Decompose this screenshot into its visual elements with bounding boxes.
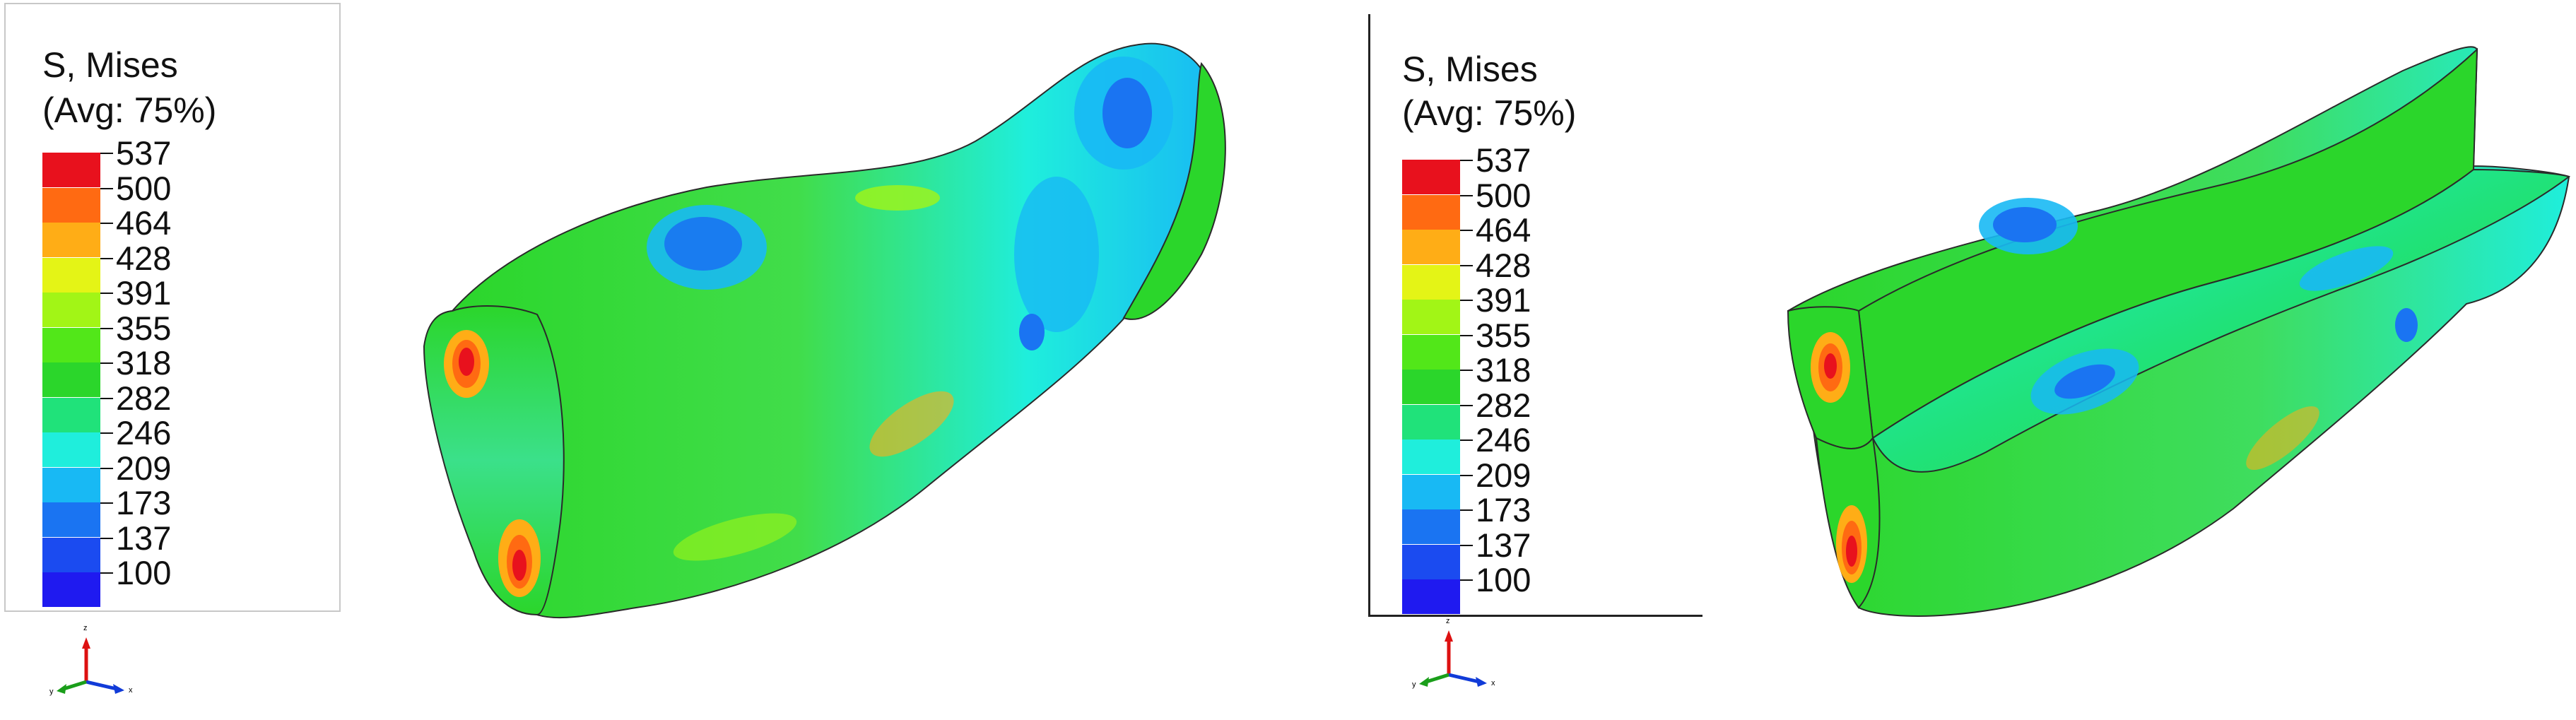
legend-tick <box>100 257 113 259</box>
legend-tick <box>100 537 113 539</box>
legend-tick-label: 391 <box>1476 281 1531 319</box>
legend-tick-label: 428 <box>116 239 172 277</box>
legend-swatch <box>42 327 100 362</box>
legend-tick <box>100 362 113 364</box>
axis-triad: z x y <box>49 624 133 696</box>
left-model-view: z x y <box>49 42 1226 696</box>
legend-swatch <box>42 572 100 607</box>
legend-swatch <box>1402 579 1460 614</box>
legend-swatch <box>42 502 100 537</box>
legend-swatch <box>1402 544 1460 579</box>
left-panel: S, Mises (Avg: 75%) 537 500 464 428 391 355 31… <box>4 3 1226 696</box>
legend-swatch <box>1402 404 1460 439</box>
legend-tick <box>100 502 113 504</box>
legend-tick <box>1460 474 1473 476</box>
legend-tick <box>1460 300 1473 301</box>
legend-tick <box>1460 194 1473 196</box>
front-face <box>423 305 565 616</box>
legend-swatch <box>42 293 100 327</box>
legend-tick <box>1460 579 1473 581</box>
legend-tick-label: 318 <box>1476 351 1531 389</box>
legend-tick <box>1460 160 1473 161</box>
legend-tick <box>100 187 113 189</box>
legend-tick-label: 318 <box>116 344 172 382</box>
right-model-view: z x y <box>1412 46 2571 689</box>
legend-tick <box>1460 264 1473 266</box>
triad-z-label: z <box>1446 617 1450 625</box>
legend-swatch <box>1402 300 1460 334</box>
legend-swatch <box>1402 160 1460 194</box>
legend-swatch <box>42 397 100 432</box>
legend-tick-label: 100 <box>1476 561 1531 598</box>
legend-swatch <box>42 223 100 257</box>
legend-tick-label: 246 <box>116 414 172 452</box>
legend-tick-label: 246 <box>1476 421 1531 459</box>
legend-title: S, Mises <box>1402 49 1538 89</box>
triad-y-label: y <box>49 687 54 696</box>
legend-tick <box>100 397 113 399</box>
legend-swatch <box>1402 509 1460 544</box>
legend-tick-label: 355 <box>116 309 172 347</box>
legend-tick <box>100 467 113 469</box>
axis-triad: z x y <box>1412 617 1495 689</box>
legend-swatch <box>1402 474 1460 509</box>
legend-tick <box>1460 370 1473 371</box>
legend-subtitle: (Avg: 75%) <box>1402 93 1577 133</box>
triad-x-label: x <box>1491 679 1495 687</box>
legend-swatch <box>42 257 100 293</box>
legend-tick-label: 137 <box>1476 526 1531 564</box>
legend-tick-label: 537 <box>116 134 172 172</box>
legend-tick-label: 282 <box>116 379 172 417</box>
legend-tick-label: 500 <box>1476 176 1531 214</box>
triad-y-label: y <box>1412 680 1416 689</box>
legend-swatch <box>1402 334 1460 370</box>
legend-tick-label: 137 <box>116 519 172 557</box>
legend-subtitle: (Avg: 75%) <box>42 90 217 130</box>
legend-tick <box>100 223 113 224</box>
legend-swatch <box>42 432 100 467</box>
legend-tick-label: 355 <box>1476 316 1531 354</box>
legend-swatch <box>42 362 100 397</box>
legend-tick-label: 428 <box>1476 246 1531 284</box>
legend-tick-label: 173 <box>116 484 172 521</box>
legend-tick-label: 209 <box>116 449 172 487</box>
triad-z-label: z <box>83 624 88 632</box>
legend-swatch <box>42 467 100 502</box>
legend-tick <box>100 327 113 329</box>
legend-tick <box>100 432 113 434</box>
legend-tick-label: 464 <box>1476 211 1531 249</box>
legend-tick <box>1460 404 1473 406</box>
legend-tick-label: 500 <box>116 169 172 207</box>
legend-swatch <box>1402 264 1460 300</box>
right-panel: S, Mises (Avg: 75%) 537 500 464 428 391 355 31… <box>1364 0 2576 720</box>
legend-swatch <box>1402 194 1460 230</box>
legend-swatch <box>42 537 100 572</box>
legend-tick <box>1460 230 1473 231</box>
legend-tick <box>100 572 113 574</box>
legend-swatch <box>1402 370 1460 404</box>
legend-tick-label: 100 <box>116 554 172 591</box>
triad-x-label: x <box>129 686 133 695</box>
legend-tick-label: 537 <box>1476 141 1531 179</box>
legend-tick <box>100 153 113 154</box>
legend-swatch <box>42 153 100 187</box>
legend-tick-label: 464 <box>116 204 172 242</box>
legend-tick-label: 173 <box>1476 491 1531 529</box>
legend-tick <box>1460 439 1473 441</box>
legend-tick-label: 391 <box>116 274 172 312</box>
legend-tick-label: 282 <box>1476 386 1531 424</box>
legend-tick-label: 209 <box>1476 456 1531 494</box>
legend-swatch <box>1402 439 1460 474</box>
legend-tick <box>1460 544 1473 546</box>
stress-legend: S, Mises (Avg: 75%) 537 500 464 428 391 355 31… <box>4 3 341 612</box>
legend-swatch <box>1402 230 1460 264</box>
legend-swatch <box>42 187 100 223</box>
stress-legend: S, Mises (Avg: 75%) 537 500 464 428 391 355 31… <box>1368 14 1702 617</box>
legend-tick <box>100 293 113 294</box>
legend-title: S, Mises <box>42 45 178 85</box>
legend-tick <box>1460 509 1473 511</box>
legend-tick <box>1460 334 1473 336</box>
